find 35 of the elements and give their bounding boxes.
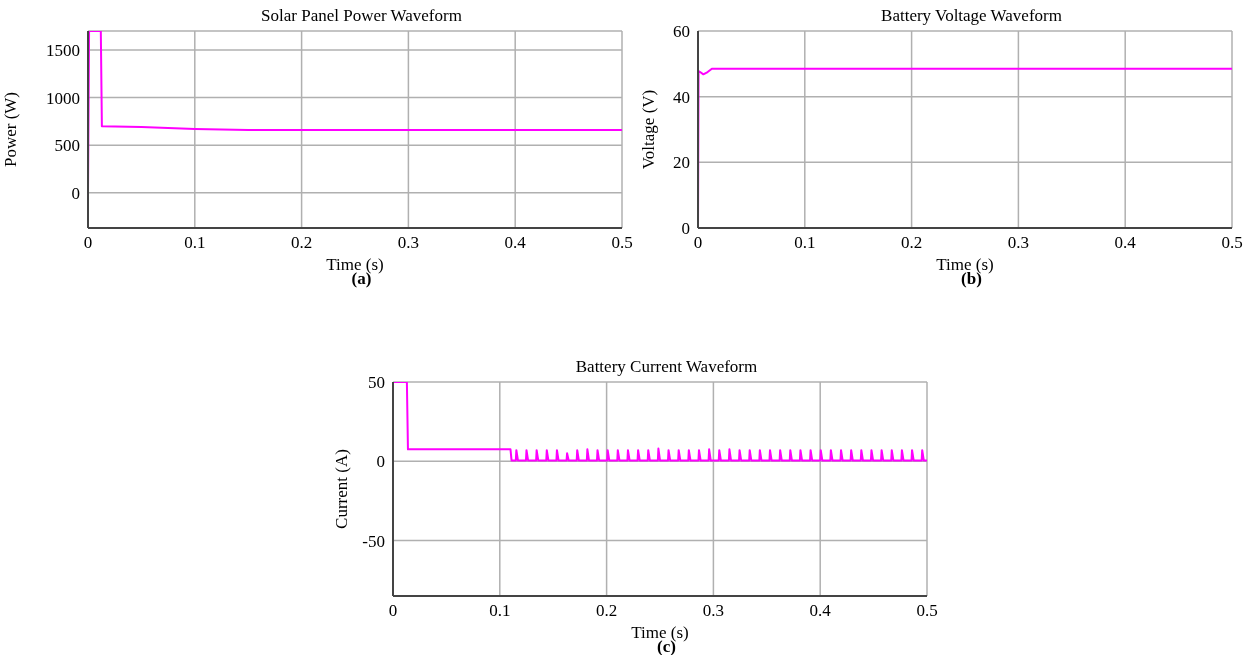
x-tick-label: 0	[388, 601, 398, 621]
x-tick-label: 0.2	[290, 233, 313, 253]
y-tick-label: 0	[681, 219, 690, 239]
y-tick-label: 0	[376, 452, 385, 472]
x-tick-label: 0.5	[1221, 233, 1243, 253]
chart-title: Battery Voltage Waveform	[881, 6, 1062, 25]
x-tick-label: 0.5	[916, 601, 938, 621]
y-tick-label: 60	[673, 22, 690, 42]
x-tick-label: 0.4	[504, 233, 527, 253]
y-tick-label: 0	[71, 183, 80, 203]
chart-title: Battery Current Waveform	[575, 357, 758, 376]
y-tick-label: 1000	[46, 88, 80, 108]
x-tick-label: 0.1	[489, 601, 511, 621]
x-tick-label: 0.3	[1007, 233, 1030, 253]
y-tick-label: 500	[54, 136, 80, 156]
y-axis-title: Voltage (V)	[639, 89, 659, 170]
x-tick-label: 0.4	[809, 601, 832, 621]
y-tick-label: 40	[673, 87, 690, 107]
y-axis-title: Power (W)	[1, 91, 21, 168]
x-tick-label: 0	[83, 233, 93, 253]
y-axis-title: Current (A)	[332, 449, 352, 529]
x-tick-label: 0	[693, 233, 703, 253]
x-tick-label: 0.5	[611, 233, 633, 253]
y-tick-label: 50	[368, 373, 385, 393]
x-tick-label: 0.4	[1114, 233, 1137, 253]
x-tick-label: 0.2	[595, 601, 618, 621]
x-tick-label: 0.3	[397, 233, 420, 253]
y-tick-label: 1500	[46, 41, 80, 61]
x-tick-label: 0.1	[184, 233, 206, 253]
y-tick-label: 20	[673, 153, 690, 173]
x-tick-label: 0.2	[900, 233, 923, 253]
y-tick-label: -50	[362, 531, 385, 551]
chart-title: Solar Panel Power Waveform	[260, 6, 463, 25]
x-tick-label: 0.1	[794, 233, 816, 253]
x-tick-label: 0.3	[702, 601, 725, 621]
